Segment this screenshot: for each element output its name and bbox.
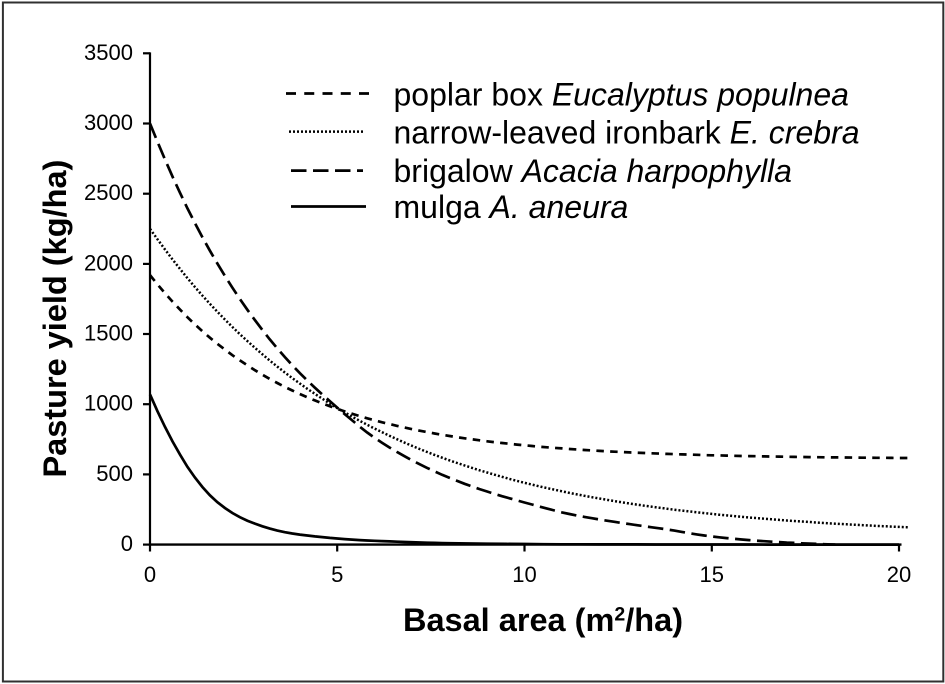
svg-text:mulga A. aneura: mulga A. aneura [394,189,629,225]
svg-text:3500: 3500 [84,40,133,65]
svg-text:3000: 3000 [84,110,133,135]
svg-text:0: 0 [144,562,156,587]
svg-text:0: 0 [121,531,133,556]
svg-text:2000: 2000 [84,250,133,275]
svg-text:10: 10 [512,562,536,587]
svg-text:1500: 1500 [84,321,133,346]
svg-text:5: 5 [331,562,343,587]
svg-text:15: 15 [700,562,724,587]
svg-text:500: 500 [96,461,133,486]
svg-text:20: 20 [887,562,911,587]
svg-text:Pasture yield (kg/ha): Pasture yield (kg/ha) [37,160,73,478]
svg-text:1000: 1000 [84,391,133,416]
svg-text:brigalow Acacia harpophylla: brigalow Acacia harpophylla [394,153,792,189]
svg-text:Basal area (m2/ha): Basal area (m2/ha) [403,602,683,638]
svg-text:poplar box Eucalyptus populnea: poplar box Eucalyptus populnea [394,77,849,113]
svg-text:narrow-leaved ironbark E. creb: narrow-leaved ironbark E. crebra [394,115,860,151]
svg-text:2500: 2500 [84,180,133,205]
